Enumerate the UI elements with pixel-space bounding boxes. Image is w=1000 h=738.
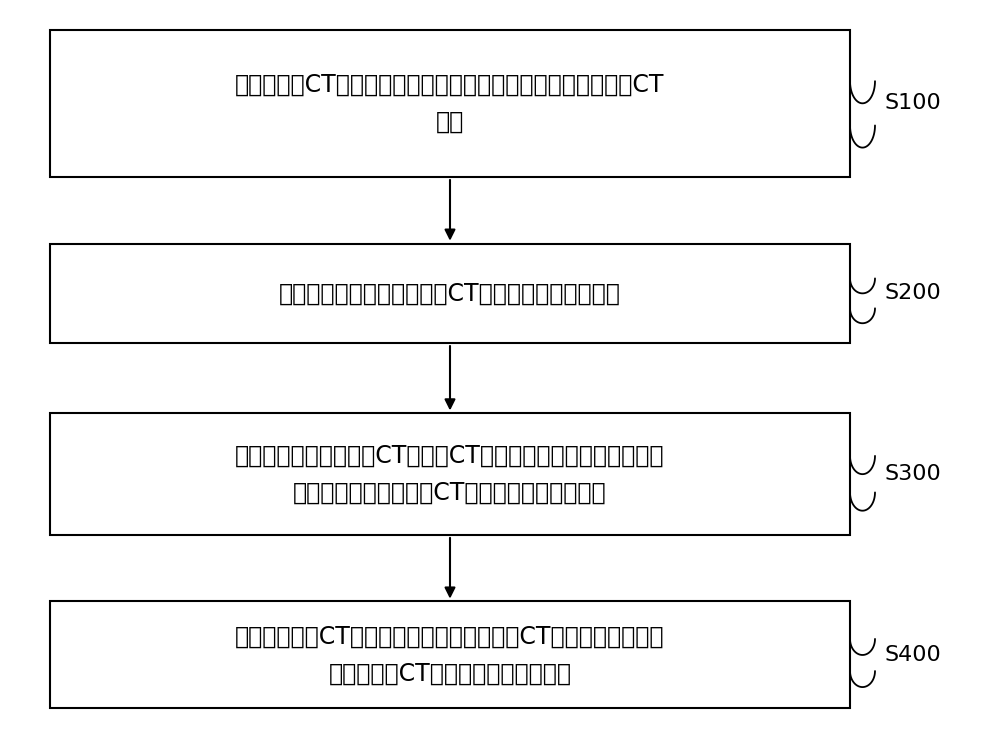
FancyBboxPatch shape xyxy=(50,413,850,535)
Text: S100: S100 xyxy=(885,93,942,114)
FancyBboxPatch shape xyxy=(50,30,850,177)
Text: 基于预处理后的待识别CT图像对CT图像伪影故障识别网络进行优: 基于预处理后的待识别CT图像对CT图像伪影故障识别网络进行优 xyxy=(235,444,665,468)
Text: 图像: 图像 xyxy=(436,110,464,134)
Text: S400: S400 xyxy=(885,645,942,665)
FancyBboxPatch shape xyxy=(50,244,850,343)
FancyBboxPatch shape xyxy=(50,601,850,708)
Text: 获取待识别CT图像并进行数据预处理，得到预处理后的待识别CT: 获取待识别CT图像并进行数据预处理，得到预处理后的待识别CT xyxy=(235,73,665,97)
Text: 基于训练后的CT图像伪影故障识别网络进行CT图像伪影故障定位: 基于训练后的CT图像伪影故障识别网络进行CT图像伪影故障定位 xyxy=(235,624,665,649)
Text: 识别，得到CT图像伪影故障识别结果: 识别，得到CT图像伪影故障识别结果 xyxy=(328,661,572,686)
Text: 引入双重注意力机制，构建CT图像伪影故障识别网络: 引入双重注意力机制，构建CT图像伪影故障识别网络 xyxy=(279,281,621,306)
Text: 化训练，得到训练后的CT图像伪影故障识别网络: 化训练，得到训练后的CT图像伪影故障识别网络 xyxy=(293,480,607,505)
Text: S300: S300 xyxy=(885,464,942,484)
Text: S200: S200 xyxy=(885,283,942,303)
